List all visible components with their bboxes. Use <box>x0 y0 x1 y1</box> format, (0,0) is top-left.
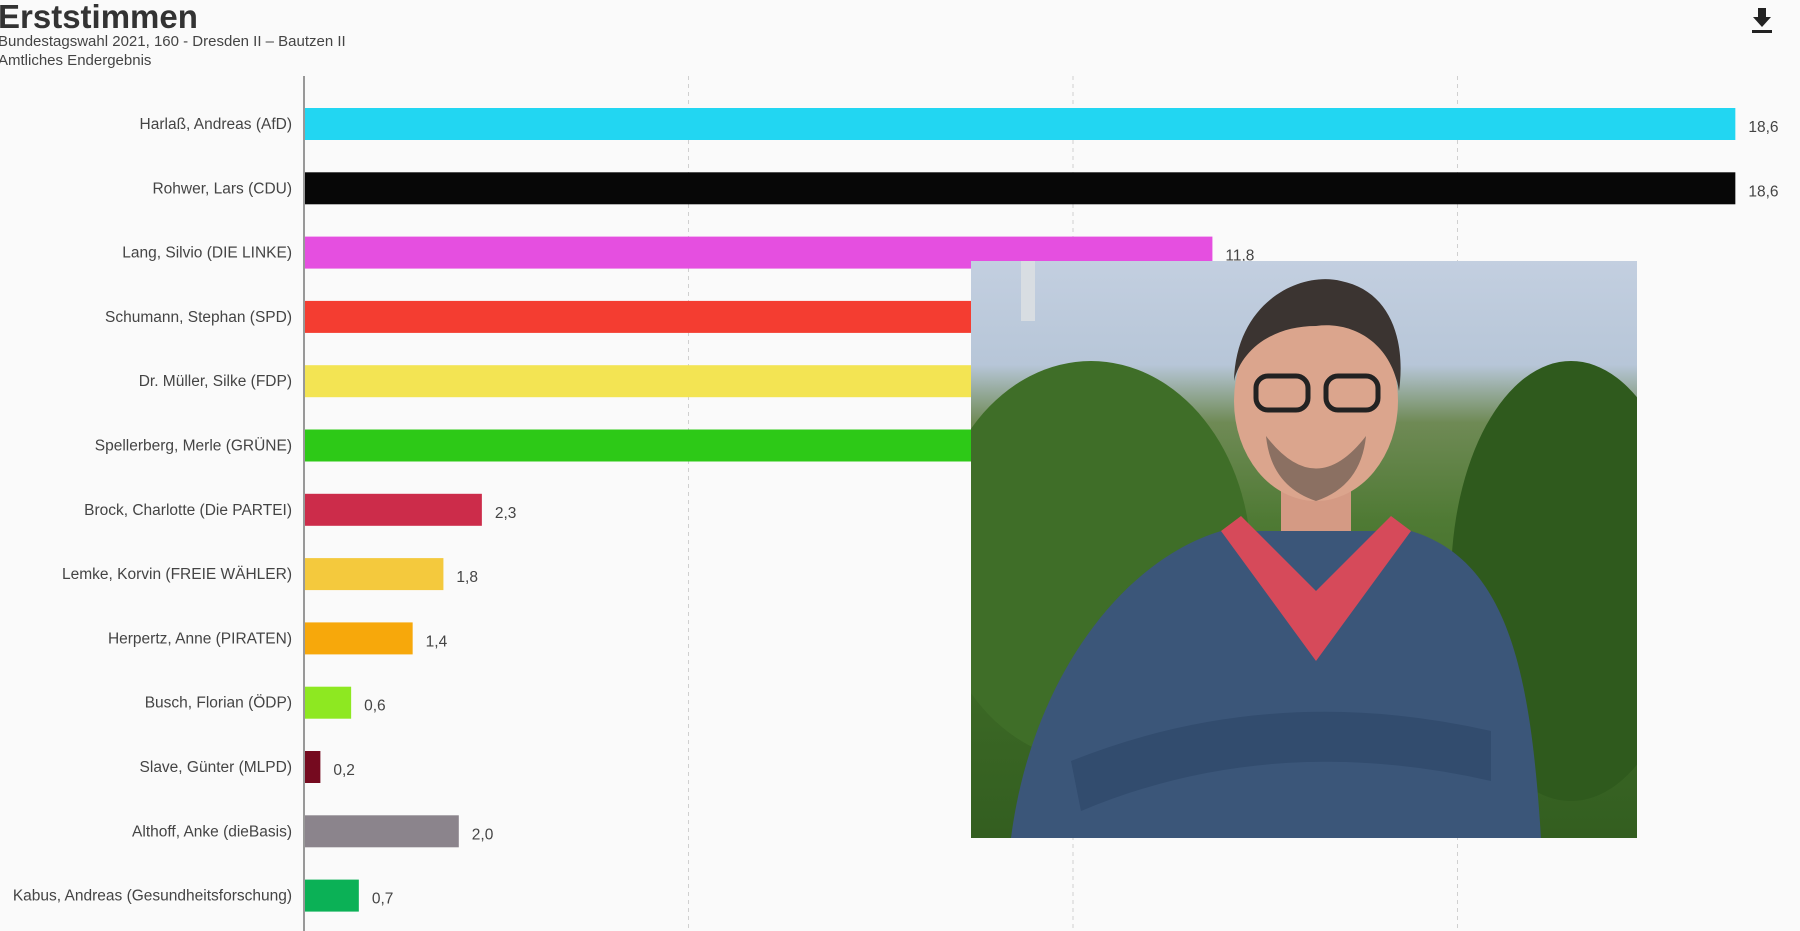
category-label: Brock, Charlotte (Die PARTEI) <box>84 502 292 519</box>
download-icon[interactable] <box>1750 6 1774 34</box>
result-status: Amtliches Endergebnis <box>0 52 152 69</box>
bar <box>305 815 459 848</box>
value-label: 2,3 <box>495 505 517 522</box>
category-label: Dr. Müller, Silke (FDP) <box>139 373 292 390</box>
bar <box>305 300 1005 333</box>
value-label: 1,8 <box>456 569 478 586</box>
category-label: Slave, Günter (MLPD) <box>140 759 292 776</box>
category-label: Lemke, Korvin (FREIE WÄHLER) <box>62 566 292 583</box>
bar <box>305 365 1005 398</box>
value-label: 18,6 <box>1748 119 1778 136</box>
value-label: 2,0 <box>472 826 494 843</box>
value-label: 0,2 <box>333 762 355 779</box>
category-label: Harlaß, Andreas (AfD) <box>140 116 292 133</box>
bar <box>305 108 1736 140</box>
bar <box>305 172 1736 205</box>
value-label: 11,8 <box>1225 248 1254 265</box>
category-label: Rohwer, Lars (CDU) <box>152 180 292 197</box>
category-label: Busch, Florian (ÖDP) <box>145 694 292 712</box>
category-label: Althoff, Anke (dieBasis) <box>132 823 292 840</box>
value-label: 0,7 <box>372 891 394 908</box>
category-label: Schumann, Stephan (SPD) <box>105 309 292 326</box>
bar <box>305 686 352 719</box>
value-label: 18,6 <box>1748 183 1778 200</box>
portrait-photo <box>971 261 1637 838</box>
bar <box>305 751 321 783</box>
chart-subtitle: Bundestagswahl 2021, 160 - Dresden II – … <box>0 33 346 50</box>
bar <box>305 493 482 526</box>
chart-title: Erststimmen <box>0 0 198 35</box>
bar <box>305 879 359 912</box>
bar <box>305 622 413 655</box>
category-label: Spellerberg, Merle (GRÜNE) <box>95 437 292 455</box>
bar <box>305 429 1005 462</box>
category-label: Lang, Silvio (DIE LINKE) <box>122 245 292 262</box>
value-label: 1,4 <box>426 633 448 650</box>
category-label: Kabus, Andreas (Gesundheitsforschung) <box>13 888 292 905</box>
category-label: Herpertz, Anne (PIRATEN) <box>108 630 292 647</box>
value-label: 0,6 <box>364 698 386 715</box>
bar <box>305 558 444 591</box>
